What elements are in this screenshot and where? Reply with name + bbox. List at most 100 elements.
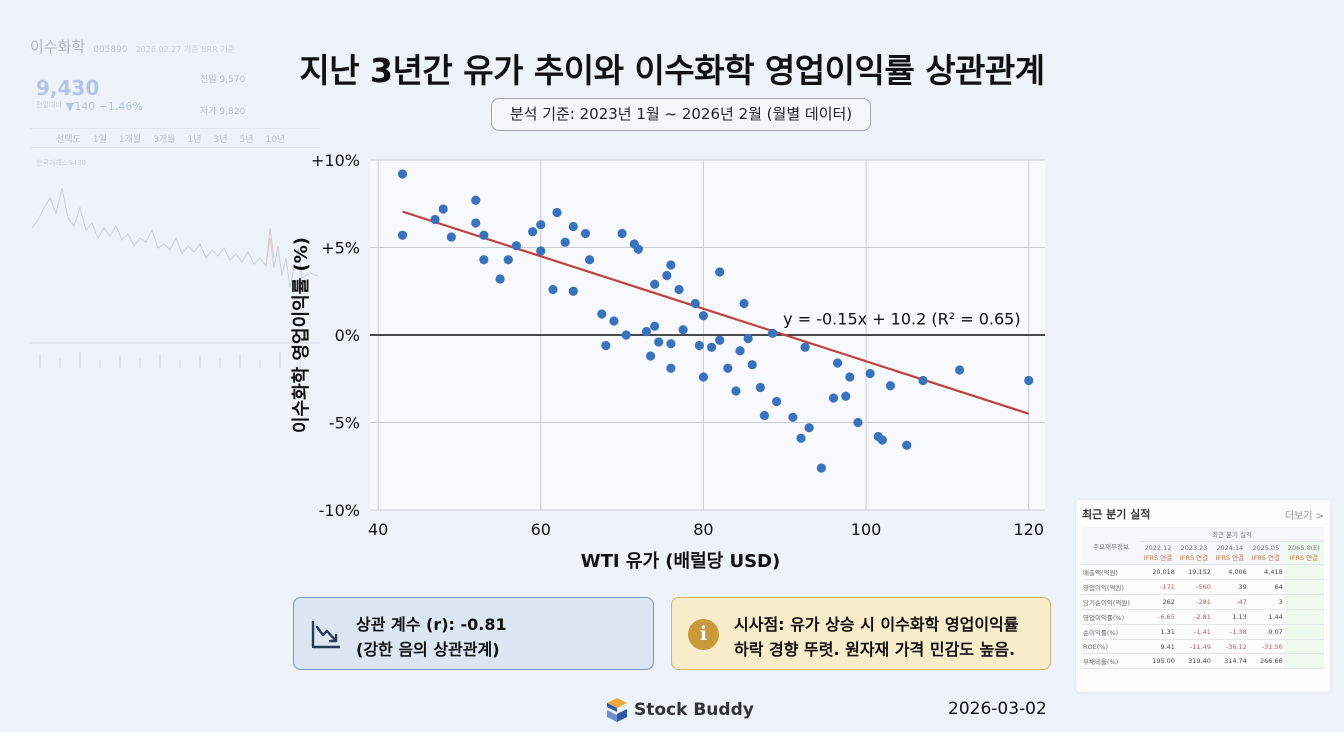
data-point (833, 358, 843, 368)
insight-line-1: 시사점: 유가 상승 시 이수화학 영업이익률 (734, 615, 1019, 634)
y-tick-label: -10% (319, 501, 360, 520)
data-point (552, 207, 562, 218)
bg-table-cell: 195.00 (1140, 653, 1176, 669)
y-tick-label: +10% (311, 151, 360, 170)
data-point (731, 386, 741, 396)
data-point (678, 325, 688, 335)
brand-name: Stock Buddy (634, 700, 754, 720)
insight-line-2: 하락 경향 뚜렷. 원자재 가격 민감도 높음. (734, 640, 1016, 659)
trend-equation: y = -0.15x + 10.2 (R² = 0.65) (783, 310, 1020, 329)
info-icon: i (688, 619, 719, 650)
data-point (609, 316, 619, 326)
bg-table-cell: -1.41 (1175, 624, 1212, 640)
bg-table-cell: 4,006 (1211, 564, 1248, 580)
data-point (560, 237, 570, 247)
data-point (841, 391, 851, 401)
data-point (597, 309, 607, 319)
x-tick-label: 120 (1013, 520, 1044, 539)
data-point (735, 346, 745, 356)
bg-table-col: 2025.05 IFRS 연결 (1247, 541, 1284, 565)
bg-table-row: ROE(%) 9.41 -11.49 -36.12 -31.56 (1082, 639, 1324, 654)
data-point (495, 274, 505, 284)
data-point (743, 333, 753, 344)
data-point (641, 326, 652, 337)
data-point (580, 228, 591, 239)
bg-table-cell: -6.65 (1140, 609, 1176, 625)
data-point (666, 363, 676, 373)
bg-table-cell: 39 (1211, 579, 1248, 595)
bg-table-cell: 1.13 (1211, 609, 1248, 625)
bg-table-row-label: 매출액(억원) (1082, 564, 1140, 580)
bg-table-row-label: 순이익률(%) (1082, 624, 1140, 640)
bg-table-cell (1283, 609, 1324, 625)
bg-financial-table: 주요재무정보 최근 분기 실적 2022.12 IFRS 연결 2023.23 IF… (1082, 527, 1324, 669)
data-point (601, 340, 611, 351)
data-point (536, 220, 546, 230)
data-point (788, 412, 798, 422)
data-point (828, 393, 839, 403)
data-point (471, 195, 481, 205)
data-point (666, 260, 676, 270)
bg-tab: 3개월 (153, 134, 176, 145)
bg-table-cell (1283, 594, 1324, 610)
data-point (698, 311, 709, 321)
bg-table-row: 부채비율(%) 195.00 319.40 314.74 266.66 (1082, 653, 1324, 669)
data-point (918, 375, 928, 386)
y-tick-label: -5% (329, 414, 360, 433)
trend-down-icon (311, 621, 340, 649)
bg-table-cell: 19,152 (1175, 564, 1212, 580)
bg-table-row: 순이익률(%) 1.31 -1.41 -1.38 0.07 (1082, 624, 1324, 640)
data-point (759, 410, 770, 421)
data-point (723, 363, 733, 373)
bg-table-cell: -1.38 (1211, 624, 1248, 640)
data-point (767, 328, 778, 338)
bg-table-cell: 314.74 (1211, 653, 1248, 669)
data-point (584, 255, 595, 265)
data-point (715, 335, 725, 345)
bg-tab: 선택도 (56, 134, 81, 145)
data-point (617, 228, 627, 239)
bg-tab: 1일 (92, 134, 107, 145)
bg-table-cell: 9.41 (1140, 639, 1176, 654)
data-point (804, 423, 814, 433)
data-point (479, 255, 489, 265)
bg-table-row: 영업이익률(%) -6.65 -2.81 1.13 1.44 (1082, 609, 1324, 625)
data-point (690, 298, 700, 309)
bg-table-row: 매출액(억원) 20,018 19,152 4,006 4,418 (1082, 564, 1324, 580)
bg-tab: 10년 (265, 134, 286, 145)
x-tick-label: 40 (368, 520, 388, 539)
bg-table-cell: 319.40 (1175, 653, 1212, 669)
bg-table-row: 영업이익(억원) -171 -560 39 64 (1082, 579, 1324, 595)
bg-table-col: 2023.23 IFRS 연결 (1175, 541, 1212, 565)
bg-table-row: 당기순이익(억원) 262 -281 -47 3 (1082, 594, 1324, 610)
correlation-box: 상관 계수 (r): -0.81 (강한 음의 상관관계) (293, 597, 654, 670)
data-point (845, 372, 855, 382)
y-axis-label: 이수화학 영업이익률 (%) (290, 237, 312, 433)
bg-stock-name: 이수화학 (30, 38, 86, 56)
data-point (654, 337, 664, 347)
data-point (397, 230, 408, 240)
x-tick-label: 100 (851, 520, 882, 539)
bg-table-cell: -31.56 (1247, 639, 1284, 654)
data-point (548, 284, 558, 295)
background-table-widget: 최근 분기 실적 더보기 > 주요재무정보 최근 분기 실적 2022.12 IF… (1076, 500, 1330, 692)
bg-table-cell (1283, 653, 1324, 669)
bg-table-row-label: 부채비율(%) (1082, 653, 1140, 669)
data-point (772, 396, 782, 407)
y-tick-label: +5% (321, 239, 360, 258)
data-point (471, 218, 481, 228)
bg-table-cell: -560 (1175, 579, 1212, 595)
bg-table-more-link[interactable]: 더보기 > (1284, 510, 1324, 522)
data-point (955, 365, 965, 375)
period-badge: 분석 기준: 2023년 1월 ~ 2026년 2월 (월별 데이터) (491, 98, 871, 131)
bg-stock-small: 한국거래소9430 (36, 159, 87, 167)
correlation-value: 상관 계수 (r): -0.81 (356, 615, 507, 634)
bg-tab: 5년 (239, 134, 254, 145)
data-point (755, 382, 765, 393)
data-point (800, 342, 810, 352)
data-point (694, 340, 704, 351)
bg-table-row-label: ROE(%) (1082, 639, 1140, 654)
data-point (885, 381, 896, 391)
bg-table-cell: 4,418 (1247, 564, 1284, 580)
